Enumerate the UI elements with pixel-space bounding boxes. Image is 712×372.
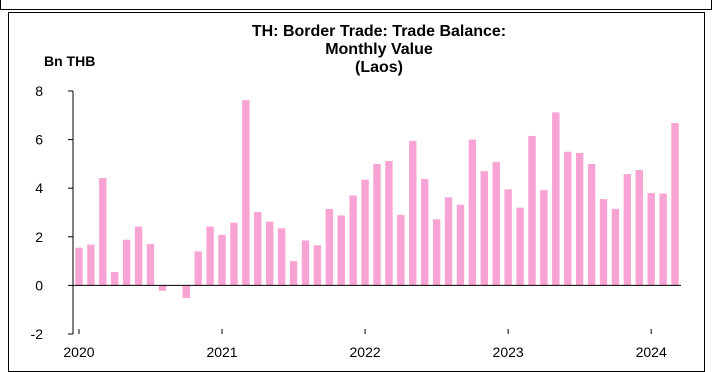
bar-2023-11 xyxy=(623,174,632,286)
bar-2021-01 xyxy=(218,234,226,286)
bar-2023-09 xyxy=(599,199,608,286)
bar-2022-07 xyxy=(432,219,441,286)
x-tick-label: 2022 xyxy=(350,344,381,359)
bar-2020-08 xyxy=(158,285,167,291)
y-tick-label: 2 xyxy=(35,229,43,245)
y-tick-label: 6 xyxy=(35,132,43,148)
y-axis-ticks: -2 0 2 4 6 8 xyxy=(31,83,73,342)
y-axis-label: Bn THB xyxy=(44,53,95,69)
chart-title-line-3: (Laos) xyxy=(355,59,403,76)
bar-2023-06 xyxy=(564,151,572,286)
bar-2024-03 xyxy=(671,123,679,286)
bar-2023-07 xyxy=(575,152,584,286)
bar-2023-05 xyxy=(552,112,560,286)
x-tick-label: 2021 xyxy=(206,344,237,359)
bar-2021-08 xyxy=(301,240,310,286)
bar-2022-03 xyxy=(385,160,393,286)
bar-2023-02 xyxy=(516,207,524,286)
bar-2023-03 xyxy=(528,135,536,286)
bar-2021-10 xyxy=(325,208,334,286)
bar-2020-01 xyxy=(75,247,83,286)
bar-2023-10 xyxy=(611,208,620,286)
bar-2021-04 xyxy=(254,212,262,286)
bar-2022-09 xyxy=(456,204,465,286)
chart-panel: TH: Border Trade: Trade Balance: Monthly… xyxy=(8,12,705,372)
top-border xyxy=(0,0,712,10)
bar-2021-07 xyxy=(289,261,298,286)
chart-title-line-1: TH: Border Trade: Trade Balance: xyxy=(252,23,506,40)
y-tick-label: -2 xyxy=(31,326,44,342)
bar-2023-01 xyxy=(504,189,512,286)
bar-chart: TH: Border Trade: Trade Balance: Monthly… xyxy=(31,23,681,360)
x-tick-label: 2020 xyxy=(63,344,94,359)
y-tick-label: 4 xyxy=(35,180,43,196)
bar-2022-11 xyxy=(480,171,488,286)
bar-series xyxy=(75,100,679,299)
bar-2021-09 xyxy=(313,245,322,286)
bar-2021-12 xyxy=(349,195,357,286)
y-tick-label: 8 xyxy=(35,83,43,99)
bar-2022-12 xyxy=(492,161,500,286)
bar-2020-04 xyxy=(111,272,119,286)
x-axis-ticks: 2020 2021 2022 2023 2024 xyxy=(63,329,667,360)
bar-2020-07 xyxy=(146,244,155,286)
bar-2020-03 xyxy=(99,177,107,286)
bar-2020-10 xyxy=(182,285,190,299)
chart-title-line-2: Monthly Value xyxy=(325,41,433,58)
bar-2021-05 xyxy=(266,221,274,286)
x-tick-label: 2024 xyxy=(636,344,667,359)
bar-2021-03 xyxy=(242,100,250,286)
bar-2020-12 xyxy=(206,226,214,286)
bar-2022-10 xyxy=(468,139,477,286)
bar-2020-05 xyxy=(122,239,131,286)
bar-2020-11 xyxy=(194,251,202,286)
bar-2020-06 xyxy=(134,226,143,286)
bar-2020-02 xyxy=(87,244,95,286)
bar-2022-05 xyxy=(409,140,417,286)
bar-2022-08 xyxy=(444,197,453,286)
bar-2021-11 xyxy=(337,215,345,286)
bar-2022-01 xyxy=(361,179,369,286)
bar-2021-02 xyxy=(230,222,238,286)
bar-2022-02 xyxy=(373,163,381,286)
x-tick-label: 2023 xyxy=(493,344,524,359)
bar-2021-06 xyxy=(277,228,286,286)
y-tick-label: 0 xyxy=(35,277,43,293)
bar-2022-06 xyxy=(420,178,429,286)
bar-2022-04 xyxy=(397,214,405,286)
bar-2023-04 xyxy=(540,190,548,286)
bar-2024-02 xyxy=(659,193,667,286)
bar-2024-01 xyxy=(647,193,655,286)
bar-2023-08 xyxy=(587,163,596,286)
bar-2023-12 xyxy=(635,169,643,286)
